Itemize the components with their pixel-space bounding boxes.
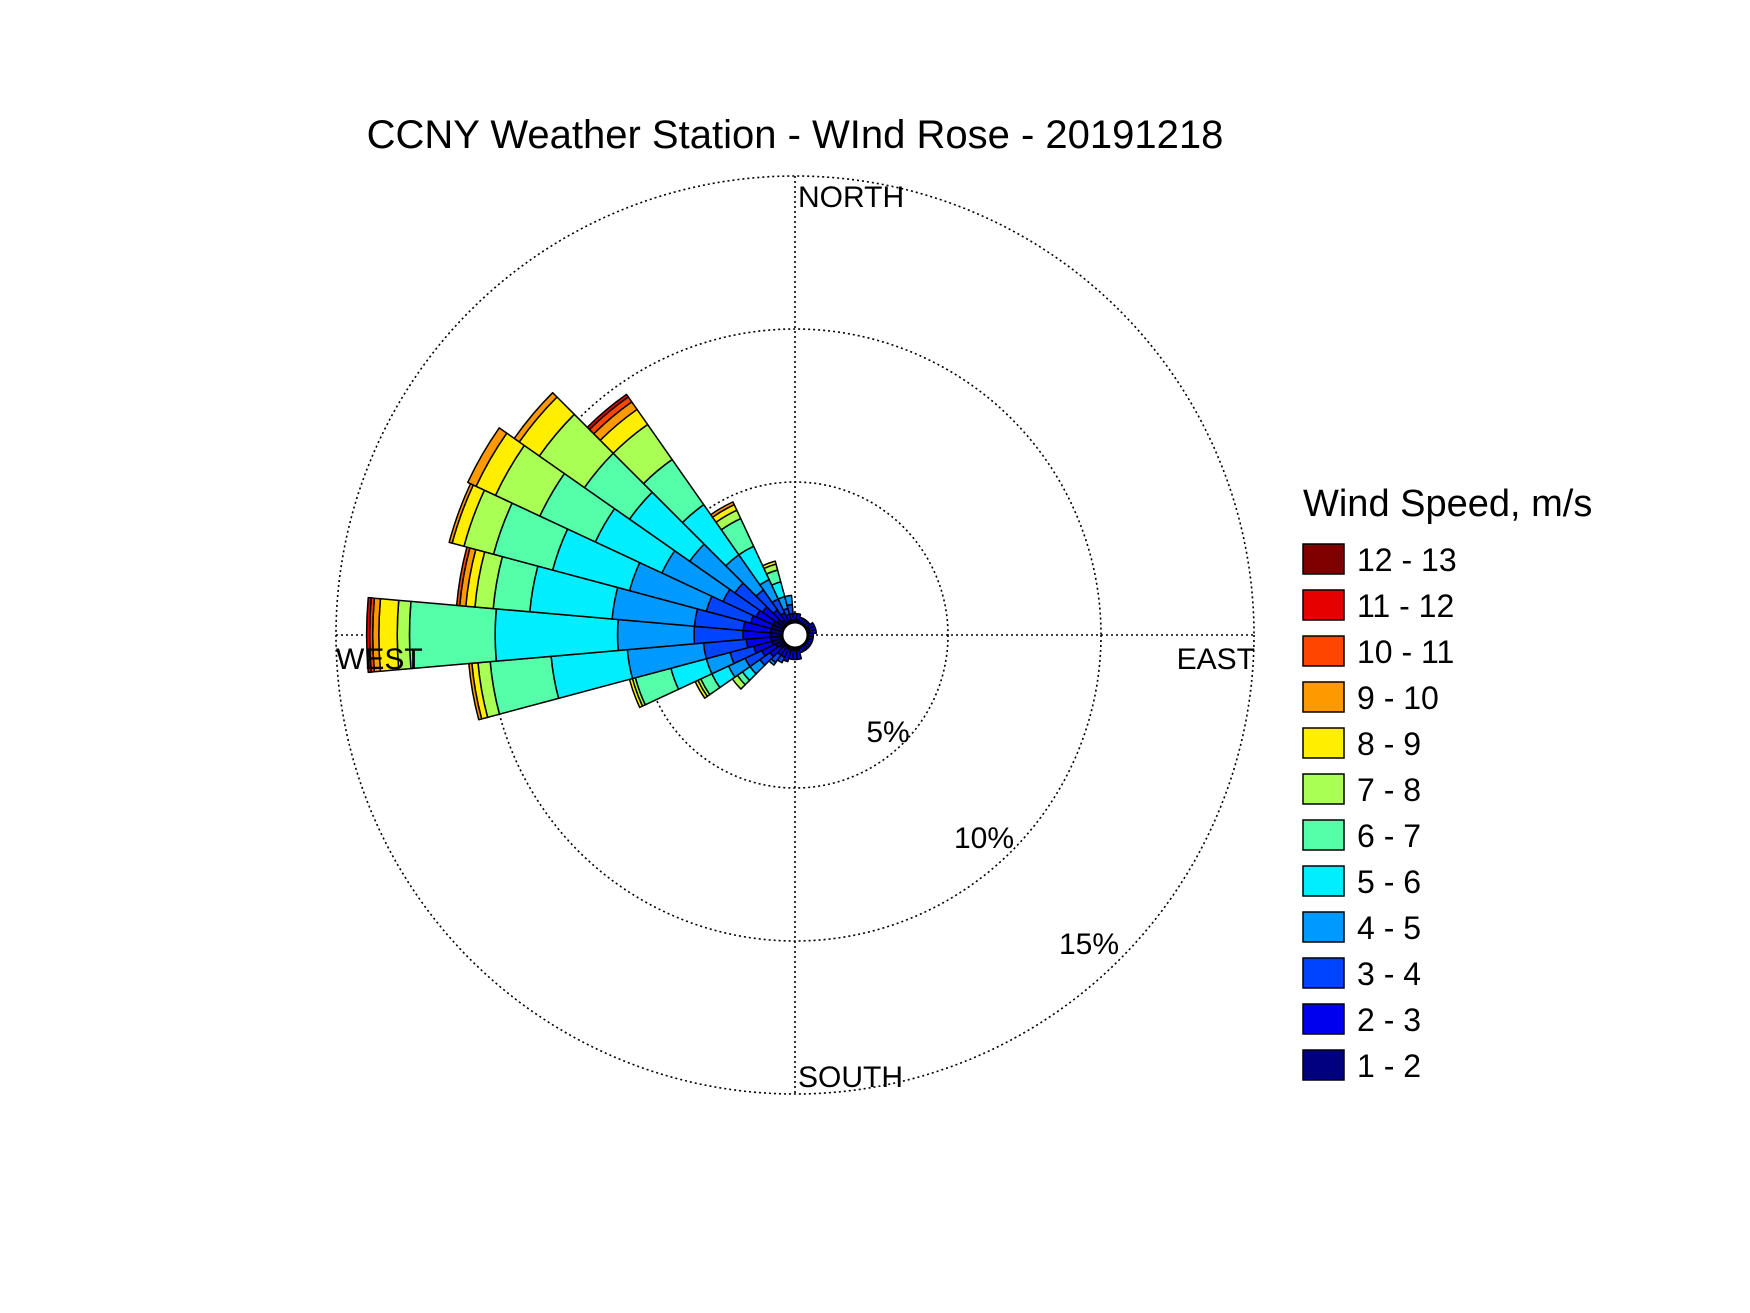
wind-rose-bars bbox=[365, 391, 818, 721]
legend-label-11-12: 11 - 12 bbox=[1357, 588, 1454, 624]
sector-330-segment-9-10 bbox=[710, 501, 735, 518]
chart-title: CCNY Weather Station - WInd Rose - 20191… bbox=[367, 113, 1224, 157]
radial-tick-label-10: 10% bbox=[954, 822, 1014, 855]
sector-320-segment-11-12 bbox=[586, 393, 630, 431]
legend-label-12-13: 12 - 13 bbox=[1357, 542, 1457, 578]
legend-swatch-9-10 bbox=[1302, 681, 1345, 713]
legend-swatch-8-9 bbox=[1302, 727, 1345, 759]
legend-label-5-6: 5 - 6 bbox=[1357, 864, 1421, 900]
legend-swatch-5-6 bbox=[1302, 865, 1345, 897]
legend-swatch-1-2 bbox=[1302, 1049, 1345, 1081]
sector-350-segment-4-5 bbox=[783, 594, 794, 607]
direction-label-north: NORTH bbox=[798, 181, 904, 214]
direction-label-south: SOUTH bbox=[798, 1061, 903, 1094]
legend-label-2-3: 2 - 3 bbox=[1357, 1002, 1421, 1038]
legend-swatch-4-5 bbox=[1302, 911, 1345, 943]
legend-label-6-7: 6 - 7 bbox=[1357, 818, 1421, 854]
direction-label-east: EAST bbox=[1177, 643, 1255, 676]
sector-260-segment-6-7 bbox=[489, 655, 560, 715]
legend-label-1-2: 1 - 2 bbox=[1357, 1048, 1421, 1084]
legend-label-8-9: 8 - 9 bbox=[1357, 726, 1421, 762]
radial-tick-label-15: 15% bbox=[1059, 928, 1119, 961]
legend-label-9-10: 9 - 10 bbox=[1357, 680, 1439, 716]
sector-260-segment-5-6 bbox=[550, 648, 634, 700]
legend-swatch-7-8 bbox=[1302, 773, 1345, 805]
legend-label-3-4: 3 - 4 bbox=[1357, 956, 1421, 992]
legend-label-7-8: 7 - 8 bbox=[1357, 772, 1421, 808]
sector-10-segment-2-3 bbox=[795, 612, 802, 621]
polar-grid bbox=[335, 175, 1255, 1095]
legend-swatch-12-13 bbox=[1302, 543, 1345, 575]
sector-340-segment-8-9 bbox=[761, 560, 777, 570]
legend-swatch-6-7 bbox=[1302, 819, 1345, 851]
sector-310-segment-9-10 bbox=[513, 391, 558, 443]
sector-80-segment-2-3 bbox=[809, 628, 818, 635]
legend-swatch-2-3 bbox=[1302, 1003, 1345, 1035]
legend-label-4-5: 4 - 5 bbox=[1357, 910, 1421, 946]
legend-title: Wind Speed, m/s bbox=[1303, 483, 1592, 525]
sector-270-segment-11-12 bbox=[365, 596, 373, 674]
legend-swatch-10-11 bbox=[1302, 635, 1345, 667]
legend-label-10-11: 10 - 11 bbox=[1357, 634, 1454, 670]
sector-300-segment-9-10 bbox=[467, 427, 508, 488]
center-hub bbox=[780, 620, 810, 650]
legend: Wind Speed, m/s 12 - 13 11 - 12 10 - 11 9 -… bbox=[1302, 483, 1592, 1084]
legend-swatch-3-4 bbox=[1302, 957, 1345, 989]
direction-label-west: WEST bbox=[336, 643, 423, 676]
radial-tick-label-5: 5% bbox=[866, 716, 909, 749]
legend-swatch-11-12 bbox=[1302, 589, 1345, 621]
